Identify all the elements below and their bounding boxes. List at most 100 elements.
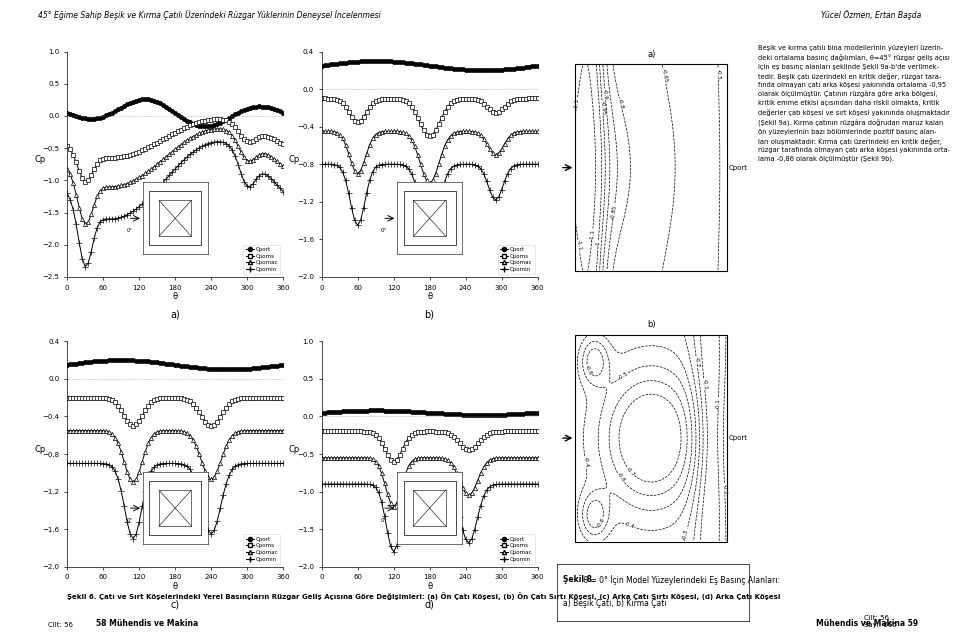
Cpomac: [173, 143, 184, 151]
Cpoms: [532, 428, 543, 435]
Cpoms: [424, 132, 436, 140]
Cpomac: [128, 478, 139, 486]
Text: -0.1: -0.1: [702, 379, 708, 390]
Line: Cpoms: Cpoms: [320, 97, 540, 138]
Cpomac: [514, 454, 525, 462]
Line: Cpomac: Cpomac: [65, 127, 285, 226]
Line: Cpomin: Cpomin: [64, 139, 286, 269]
Text: -0.8: -0.8: [617, 99, 625, 110]
Text: -0.7: -0.7: [625, 466, 636, 477]
Cpoms: [112, 153, 124, 161]
Cpomin: [253, 172, 265, 180]
Cpoms: [505, 428, 516, 435]
Cport: [248, 103, 259, 111]
Cport: [253, 102, 265, 110]
Cpomac: [499, 140, 511, 147]
Cpomin: [61, 460, 73, 468]
Cpomac: [277, 162, 289, 170]
Cpomin: [80, 263, 91, 270]
Cport: [532, 409, 543, 417]
Cpomin: [245, 460, 256, 468]
Cpoms: [391, 456, 402, 464]
Cport: [61, 361, 73, 368]
Cpomac: [364, 141, 375, 149]
Text: θ°: θ°: [145, 228, 151, 233]
Cpomin: [259, 460, 271, 468]
Cport: [262, 104, 274, 111]
Text: a): a): [170, 310, 180, 319]
Cpomac: [253, 151, 265, 158]
Line: Cport: Cport: [65, 97, 285, 128]
Text: θ°: θ°: [399, 228, 405, 233]
Cpoms: [277, 394, 289, 402]
Text: -0.65: -0.65: [660, 69, 668, 84]
Cpomin: [112, 214, 124, 222]
Cpomin: [391, 542, 402, 550]
Cpoms: [427, 131, 439, 138]
Cpomin: [499, 177, 511, 185]
X-axis label: θ: θ: [173, 582, 178, 591]
Cpomac: [499, 454, 511, 462]
Cport: [253, 364, 265, 372]
Y-axis label: Cp: Cp: [34, 155, 45, 164]
Text: -1.1: -1.1: [589, 229, 595, 240]
Cport: [391, 58, 402, 66]
Text: 0°: 0°: [127, 518, 133, 523]
Legend: Cport, Cpoms, Cpomac, Cpomin: Cport, Cpoms, Cpomac, Cpomin: [243, 535, 280, 564]
Cpoms: [277, 140, 289, 148]
Cport: [173, 361, 184, 369]
Cpomac: [532, 128, 543, 135]
Cpoms: [248, 137, 259, 144]
Y-axis label: Cp: Cp: [288, 445, 300, 454]
Text: -0.85: -0.85: [611, 204, 617, 219]
Legend: Cport, Cpoms, Cpomac, Cpomin: Cport, Cpoms, Cpomac, Cpomin: [497, 245, 535, 274]
Cport: [139, 95, 151, 103]
Cpoms: [80, 178, 91, 185]
Cport: [277, 109, 289, 117]
Cport: [508, 65, 519, 73]
Cport: [508, 410, 519, 418]
Text: c): c): [171, 600, 180, 609]
Cpoms: [173, 128, 184, 135]
Cpomac: [211, 125, 223, 133]
Cpoms: [211, 115, 223, 123]
Cpomac: [61, 427, 73, 435]
Line: Cport: Cport: [320, 59, 540, 72]
Cpoms: [532, 95, 543, 102]
Cpomin: [505, 165, 516, 173]
Bar: [575, 335, 728, 542]
Cpomac: [316, 454, 327, 462]
Cpomac: [505, 131, 516, 139]
Text: -0.5: -0.5: [715, 68, 721, 79]
Y-axis label: Cp: Cp: [34, 445, 45, 454]
Cpoms: [316, 428, 327, 435]
Text: -0.4: -0.4: [583, 456, 588, 468]
Line: Cpoms: Cpoms: [320, 430, 540, 464]
Text: Beşik ve kırma çatılı bina modellerinin yüzeyleri üzerin-
deki ortalama basınç d: Beşik ve kırma çatılı bina modellerinin …: [758, 45, 950, 162]
Cpomin: [316, 480, 327, 488]
Text: Cport: Cport: [729, 165, 748, 171]
Cpomin: [128, 535, 139, 542]
Cport: [200, 122, 211, 130]
Legend: Cport, Cpoms, Cpomac, Cpomin: Cport, Cpoms, Cpomac, Cpomin: [497, 535, 535, 564]
Cpomac: [136, 458, 148, 466]
Text: Yücel Özmen, Ertan Başda: Yücel Özmen, Ertan Başda: [822, 10, 922, 19]
Cpomin: [364, 480, 375, 488]
Cpoms: [61, 394, 73, 402]
Cpomin: [532, 160, 543, 168]
Text: -0.4: -0.4: [623, 522, 636, 530]
Cpomac: [61, 165, 73, 173]
Text: b): b): [647, 321, 656, 330]
Text: Cilt: 56
Sayı: 665: Cilt: 56 Sayı: 665: [864, 615, 897, 628]
Text: -0.6: -0.6: [584, 364, 593, 375]
Cport: [516, 64, 528, 71]
Cpoms: [262, 133, 274, 140]
Cport: [502, 411, 514, 419]
Cpomin: [532, 480, 543, 488]
Text: Şekil 6. Çatı ve Sırt Köşelerindeki Yerel Basınçların Rüzgar Geliş Açısına Göre : Şekil 6. Çatı ve Sırt Köşelerindeki Yere…: [67, 592, 780, 600]
Cpomin: [424, 231, 436, 238]
Cpomac: [259, 427, 271, 435]
Cpomac: [364, 455, 375, 462]
Line: Cpoms: Cpoms: [65, 117, 285, 184]
Cpoms: [316, 95, 327, 102]
